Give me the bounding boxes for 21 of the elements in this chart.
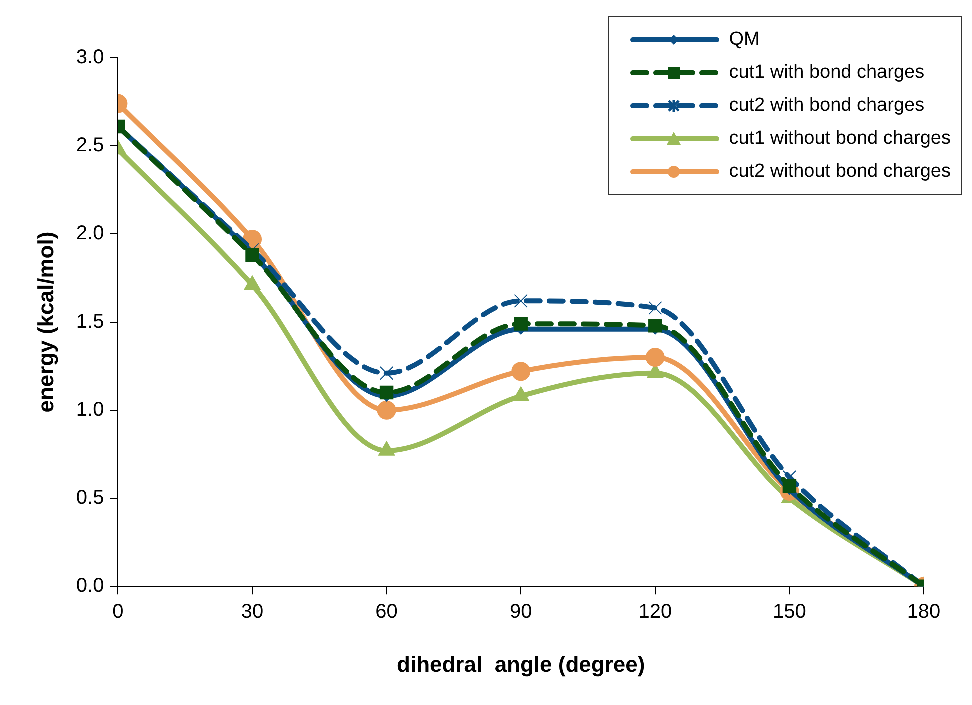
x-tick-label: 90 [510, 601, 532, 624]
y-axis-title: energy (kcal/mol) [33, 232, 58, 413]
legend-label: cut2 with bond charges [729, 94, 925, 116]
x-tick-label: 120 [638, 601, 672, 624]
legend-label: cut2 without bond charges [729, 160, 951, 182]
y-tick-label: 2.5 [76, 134, 104, 157]
y-tick-label: 2.0 [76, 222, 104, 245]
x-tick-label: 180 [907, 601, 941, 624]
y-tick-label: 1.5 [76, 310, 104, 333]
y-tick-label: 0.0 [76, 575, 104, 598]
x-tick-label: 0 [112, 601, 124, 624]
legend-label: QM [729, 28, 760, 50]
x-axis-title: dihedral angle (degree) [397, 652, 646, 677]
legend-label: cut1 with bond charges [729, 62, 925, 84]
y-tick-label: 0.5 [76, 487, 104, 510]
y-tick-label: 3.0 [76, 46, 104, 69]
y-tick-label: 1.0 [76, 398, 104, 421]
x-tick-label: 60 [376, 601, 398, 624]
x-tick-label: 30 [241, 601, 264, 624]
x-tick-label: 150 [773, 601, 806, 624]
legend-label: cut1 without bond charges [729, 128, 951, 150]
